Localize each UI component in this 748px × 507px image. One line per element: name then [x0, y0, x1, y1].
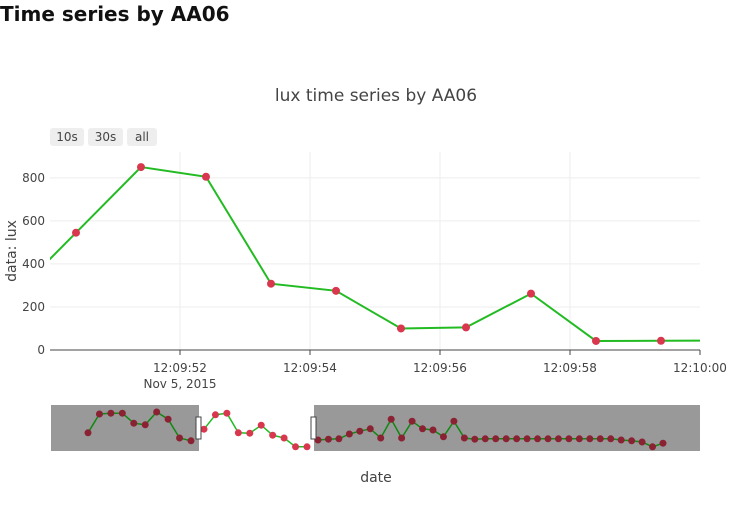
slider-right-point: [388, 416, 395, 423]
data-point: [592, 337, 600, 345]
slider-selected-point: [304, 443, 311, 450]
slider-left-point: [165, 416, 172, 423]
slider-left-point: [119, 410, 126, 417]
slider-right-point: [367, 425, 374, 432]
x-tick-label: 12:09:58: [543, 361, 597, 375]
slider-right-point: [513, 435, 520, 442]
slider-right-point: [565, 435, 572, 442]
slider-selected-point: [292, 443, 299, 450]
slider-right-point: [430, 427, 437, 434]
slider-left-point: [142, 421, 149, 428]
slider-left-point: [96, 411, 103, 418]
range-button-30s-label: 30s: [95, 130, 117, 144]
data-point: [202, 173, 210, 181]
y-axis: 0 200 400 600 800: [22, 171, 45, 357]
slider-left-point: [107, 410, 114, 417]
range-button-10s[interactable]: 10s: [50, 128, 84, 146]
slider-right-point: [649, 443, 656, 450]
x-tick-label: 12:09:56: [413, 361, 467, 375]
slider-right-point: [461, 435, 468, 442]
data-point: [397, 324, 405, 332]
data-point: [462, 323, 470, 331]
slider-right-point: [576, 435, 583, 442]
slider-left-point: [130, 420, 137, 427]
y-tick-label: 0: [37, 343, 45, 357]
slider-right-point: [471, 436, 478, 443]
chart-title: lux time series by AA06: [275, 86, 477, 106]
slider-right-point: [356, 428, 363, 435]
data-point: [72, 229, 80, 237]
slider-left-point: [153, 409, 160, 416]
slider-right-point: [618, 437, 625, 444]
slider-right-point: [346, 431, 353, 438]
y-axis-label: data: lux: [4, 220, 20, 282]
slider-right-point: [398, 435, 405, 442]
slider-right-point: [450, 418, 457, 425]
y-tick-label: 200: [22, 300, 45, 314]
y-tick-label: 800: [22, 171, 45, 185]
slider-right-point: [555, 435, 562, 442]
slider-left-point: [176, 435, 183, 442]
slider-selected-point: [246, 430, 253, 437]
slider-selected-point: [258, 422, 265, 429]
slider-right-point: [534, 435, 541, 442]
range-selector: 10s 30s all: [50, 128, 157, 146]
slider-left-point: [85, 429, 92, 436]
slider-right-point: [492, 435, 499, 442]
slider-handle-left[interactable]: [196, 417, 201, 439]
slider-right-point: [639, 439, 646, 446]
data-point: [267, 280, 275, 288]
slider-right-point: [597, 435, 604, 442]
slider-right-point: [377, 435, 384, 442]
slider-right-point: [586, 435, 593, 442]
slider-selected-point: [281, 435, 288, 442]
slider-selected-point: [223, 410, 230, 417]
slider-right-point: [409, 418, 416, 425]
range-button-all-label: all: [135, 130, 149, 144]
data-point: [332, 287, 340, 295]
y-tick-label: 400: [22, 257, 45, 271]
slider-right-point: [524, 435, 531, 442]
slider-selected-point: [235, 429, 242, 436]
range-button-10s-label: 10s: [56, 130, 78, 144]
slider-right-point: [503, 435, 510, 442]
x-tick-sublabel: Nov 5, 2015: [143, 377, 216, 391]
slider-right-point: [440, 433, 447, 440]
slider-handle-right[interactable]: [311, 417, 316, 439]
range-slider[interactable]: [51, 405, 700, 451]
range-button-30s[interactable]: 30s: [88, 128, 123, 146]
y-tick-label: 600: [22, 214, 45, 228]
slider-left-point: [188, 437, 195, 444]
x-tick-label: 12:09:52: [153, 361, 207, 375]
slider-right-point: [545, 435, 552, 442]
x-axis: 12:09:52 Nov 5, 2015 12:09:54 12:09:56 12:09…: [50, 350, 727, 391]
x-tick-label: 12:10:00: [673, 361, 727, 375]
slider-selected-point: [212, 411, 219, 418]
slider-right-point: [660, 440, 667, 447]
x-tick-label: 12:09:54: [283, 361, 337, 375]
slider-selected-point: [269, 432, 276, 439]
plot-area[interactable]: [30, 163, 720, 345]
slider-right-point: [335, 435, 342, 442]
data-point: [527, 290, 535, 298]
range-button-all[interactable]: all: [127, 128, 157, 146]
data-point: [137, 163, 145, 171]
slider-selected-point: [201, 426, 208, 433]
slider-right-point: [482, 435, 489, 442]
slider-right-point: [628, 437, 635, 444]
grid: [50, 152, 700, 350]
series-line: [30, 167, 720, 341]
x-axis-label: date: [360, 470, 392, 486]
data-point: [657, 337, 665, 345]
slider-right-point: [607, 435, 614, 442]
slider-right-point: [325, 436, 332, 443]
slider-right-point: [419, 425, 426, 432]
